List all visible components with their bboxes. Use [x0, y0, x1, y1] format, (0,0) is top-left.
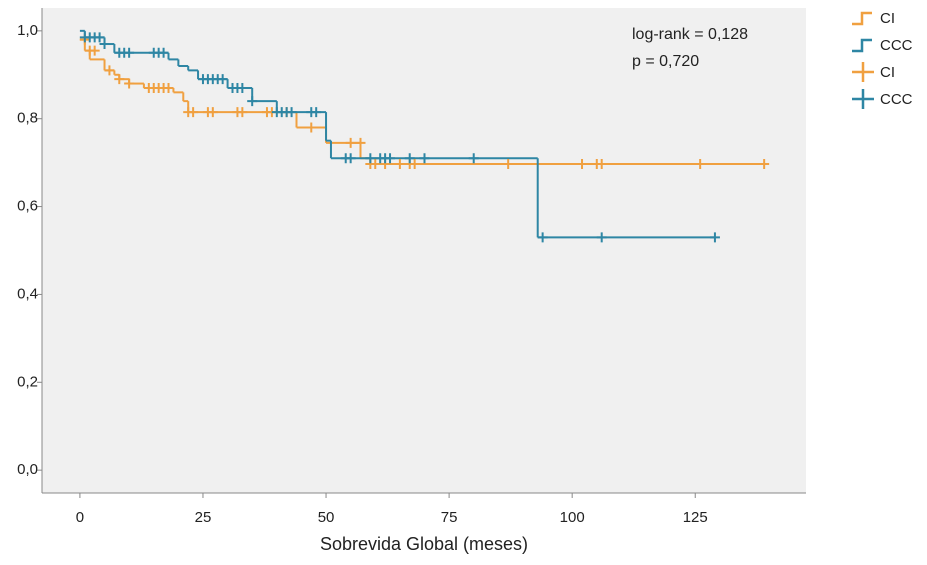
- censor-mark: [759, 158, 770, 169]
- censor-mark: [577, 158, 588, 169]
- censor-mark: [311, 107, 322, 118]
- censor-mark: [596, 232, 607, 243]
- y-tick-label: 0,6: [17, 198, 38, 215]
- legend-label: CI: [880, 64, 895, 81]
- censor-mark: [345, 137, 356, 148]
- legend-label: CI: [880, 10, 895, 27]
- censor-mark: [104, 65, 115, 76]
- censor-mark: [345, 153, 356, 164]
- annotation: log-rank = 0,128: [632, 26, 748, 43]
- censor-mark: [163, 82, 174, 93]
- censor-mark: [247, 96, 258, 107]
- censor-mark: [709, 232, 720, 243]
- censor-mark: [419, 153, 430, 164]
- censor-mark: [695, 158, 706, 169]
- censor-mark: [306, 122, 317, 133]
- censor-mark: [468, 153, 479, 164]
- x-tick-label: 25: [195, 509, 212, 526]
- y-tick-label: 0,0: [17, 461, 38, 478]
- censor-mark: [365, 153, 376, 164]
- censor-mark: [158, 47, 169, 58]
- censor-mark: [114, 74, 125, 85]
- x-tick-label: 50: [318, 509, 335, 526]
- censor-mark: [537, 232, 548, 243]
- y-tick-label: 1,0: [17, 22, 38, 39]
- censor-mark: [237, 82, 248, 93]
- censor-mark: [385, 153, 396, 164]
- y-tick-label: 0,2: [17, 373, 38, 390]
- x-axis-label: Sobrevida Global (meses): [320, 534, 528, 554]
- censor-mark: [217, 74, 228, 85]
- x-tick-label: 75: [441, 509, 458, 526]
- legend-swatch: [852, 89, 874, 109]
- x-tick-label: 0: [76, 509, 84, 526]
- censor-mark: [596, 158, 607, 169]
- censor-mark: [188, 107, 199, 118]
- censor-mark: [99, 39, 110, 50]
- legend-swatch: [852, 11, 872, 26]
- censor-mark: [89, 45, 100, 56]
- plot-area: [42, 8, 806, 493]
- censor-mark: [370, 158, 381, 169]
- y-tick-label: 0,4: [17, 285, 38, 302]
- x-tick-label: 100: [560, 509, 585, 526]
- legend-label: CCC: [880, 37, 913, 54]
- censor-mark: [503, 158, 514, 169]
- censor-mark: [124, 47, 135, 58]
- censor-mark: [409, 158, 420, 169]
- y-tick-label: 0,8: [17, 110, 38, 127]
- legend-swatch: [852, 62, 874, 82]
- legend-label: CCC: [880, 91, 913, 108]
- censor-mark: [94, 32, 105, 43]
- x-tick-label: 125: [683, 509, 708, 526]
- censor-mark: [207, 107, 218, 118]
- censor-mark: [237, 107, 248, 118]
- censor-mark: [286, 107, 297, 118]
- annotation: p = 0,720: [632, 53, 699, 70]
- legend-swatch: [852, 38, 872, 53]
- censor-mark: [394, 158, 405, 169]
- censor-mark: [355, 137, 366, 148]
- censor-mark: [404, 153, 415, 164]
- censor-mark: [124, 78, 135, 89]
